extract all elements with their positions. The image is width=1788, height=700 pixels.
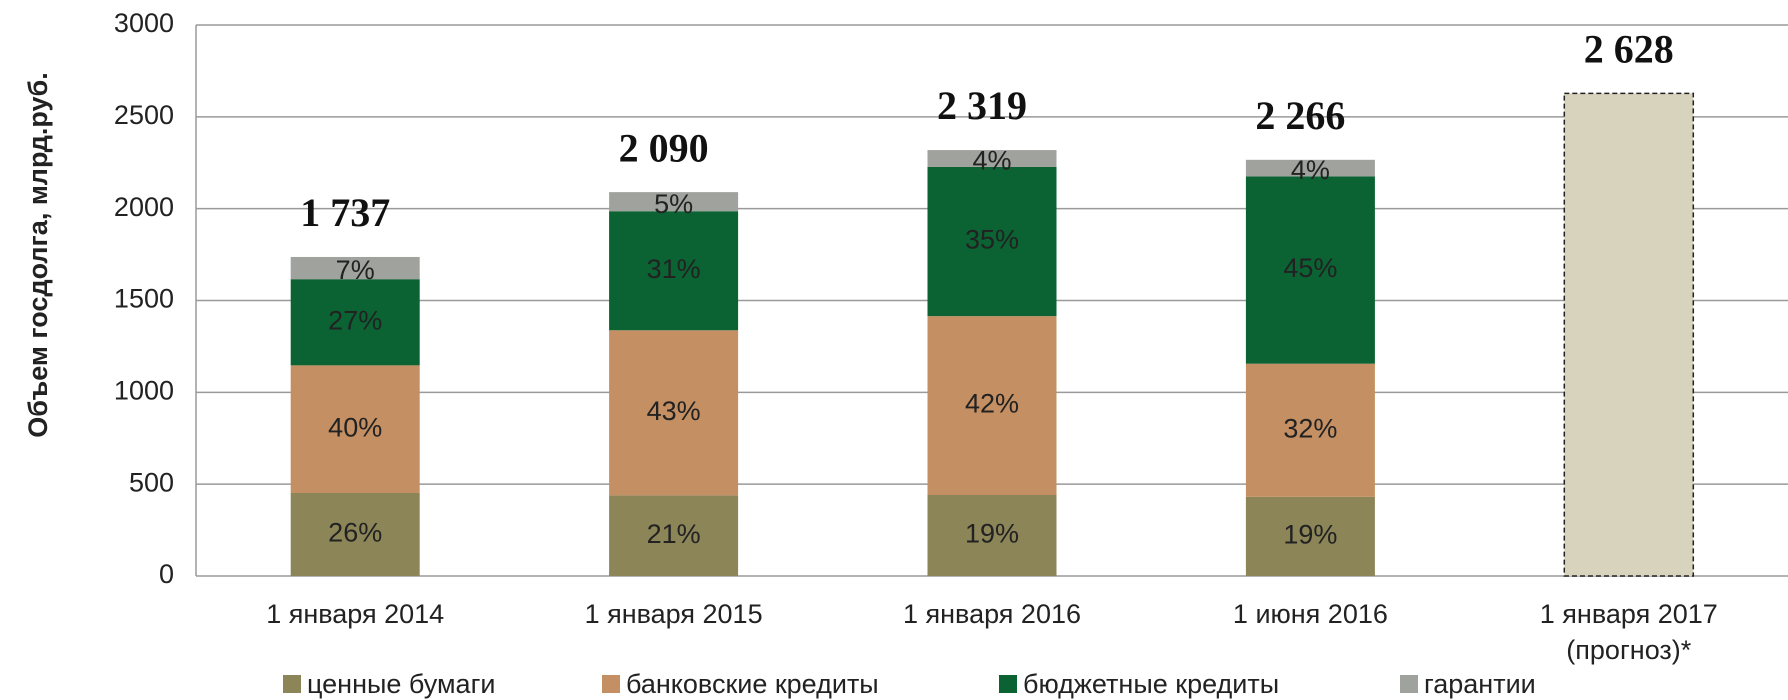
legend-swatch bbox=[602, 675, 620, 693]
y-axis-label: Объем госдолга, млрд.руб. bbox=[23, 72, 53, 437]
bar-segment bbox=[927, 166, 1057, 317]
segment-label: 27% bbox=[328, 305, 382, 335]
legend-label: бюджетные кредиты bbox=[1023, 669, 1279, 699]
legend-label: гарантии bbox=[1424, 669, 1536, 699]
bar-segment bbox=[290, 279, 420, 366]
x-tick-label: 1 января 2016 bbox=[903, 599, 1081, 629]
x-tick-label: 1 января 2017 (прогноз)* bbox=[1540, 599, 1718, 665]
x-tick-label-line: (прогноз)* bbox=[1566, 635, 1691, 665]
total-label: 2 628 bbox=[1584, 26, 1674, 71]
segment-label: 42% bbox=[965, 389, 1019, 419]
y-tick-label: 0 bbox=[159, 559, 174, 589]
y-tick-label: 1500 bbox=[114, 284, 174, 314]
x-tick-label: 1 июня 2016 bbox=[1233, 599, 1388, 629]
legend-swatch bbox=[283, 675, 301, 693]
legend-label: ценные бумаги bbox=[307, 669, 496, 699]
legend-label: банковские кредиты bbox=[626, 669, 879, 699]
segment-label: 7% bbox=[336, 255, 375, 285]
segment-label: 19% bbox=[965, 519, 1019, 549]
segment-label: 5% bbox=[654, 189, 693, 219]
bar-segment bbox=[609, 192, 739, 212]
y-tick-label: 1000 bbox=[114, 375, 174, 405]
total-label: 2 319 bbox=[937, 83, 1027, 128]
segment-label: 40% bbox=[328, 412, 382, 442]
y-tick-label: 3000 bbox=[114, 8, 174, 38]
segment-label: 35% bbox=[965, 225, 1019, 255]
segment-label: 4% bbox=[972, 146, 1011, 176]
segment-label: 21% bbox=[647, 519, 701, 549]
y-tick-label: 500 bbox=[129, 467, 174, 497]
y-tick-label: 2000 bbox=[114, 192, 174, 222]
bar-segment bbox=[927, 316, 1057, 496]
bar-segment bbox=[927, 150, 1057, 167]
bar-segment bbox=[609, 330, 739, 496]
bar-segment bbox=[609, 211, 739, 331]
total-label: 1 737 bbox=[300, 190, 390, 235]
total-label: 2 266 bbox=[1255, 93, 1345, 138]
legend-swatch bbox=[999, 675, 1017, 693]
segment-label: 45% bbox=[1283, 253, 1337, 283]
bar-segment bbox=[290, 256, 420, 280]
bar-segment bbox=[927, 495, 1057, 576]
bar-segment bbox=[1245, 159, 1375, 177]
bar-segment bbox=[1245, 176, 1375, 364]
segment-label: 43% bbox=[647, 396, 701, 426]
segment-label: 26% bbox=[328, 518, 382, 548]
bar-segment bbox=[290, 492, 420, 576]
bar-segment bbox=[1245, 363, 1375, 497]
bar-segment bbox=[609, 495, 739, 576]
forecast-bar bbox=[1563, 92, 1695, 577]
x-tick-label-line: 1 января 2017 bbox=[1540, 599, 1718, 629]
segment-label: 32% bbox=[1283, 413, 1337, 443]
x-tick-label: 1 января 2015 bbox=[585, 599, 763, 629]
legend-swatch bbox=[1400, 675, 1418, 693]
total-label: 2 090 bbox=[619, 125, 709, 170]
segment-label: 31% bbox=[647, 254, 701, 284]
x-tick-label: 1 января 2014 bbox=[266, 599, 444, 629]
bar-segment bbox=[1245, 496, 1375, 576]
y-tick-label: 2500 bbox=[114, 100, 174, 130]
bar-segment bbox=[290, 365, 420, 493]
segment-label: 4% bbox=[1291, 155, 1330, 185]
segment-label: 19% bbox=[1283, 520, 1337, 550]
